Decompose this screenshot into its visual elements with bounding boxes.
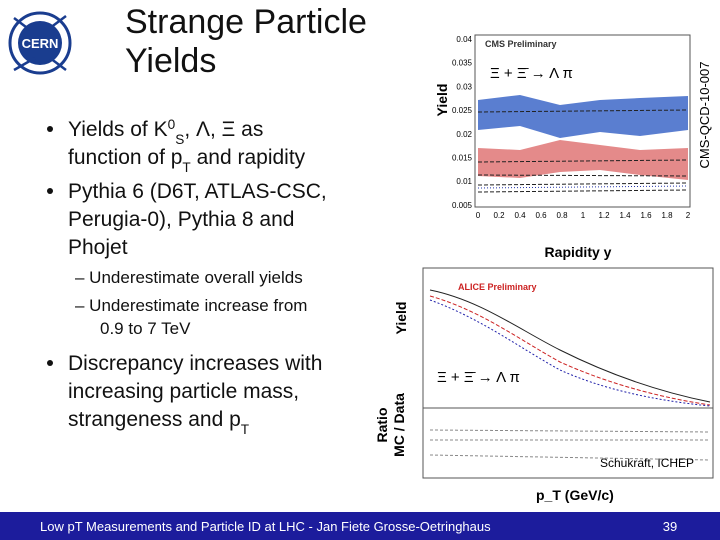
bullet-text: Yields of K0S, Λ, Ξ as [68, 117, 263, 147]
bullet-text: Discrepancy increases with [68, 352, 322, 375]
text-run: 0.9 to 7 TeV [100, 319, 191, 338]
bullet-text: increasing particle mass, [68, 380, 299, 403]
x-tick-label: 0.4 [514, 211, 526, 220]
subscript: T [182, 160, 191, 175]
footer-text: Low pT Measurements and Particle ID at L… [40, 519, 491, 534]
x-tick-label: 0.6 [535, 211, 547, 220]
ratio-label: MC / Data [391, 393, 407, 457]
y-tick-label: 0.035 [452, 59, 473, 68]
y-tick-label: 0.01 [456, 177, 472, 186]
bullet-text: – Underestimate increase from [75, 296, 307, 315]
bottom-plot [422, 267, 714, 479]
y-axis-label: Yield [393, 302, 409, 335]
subscript: T [241, 422, 250, 437]
bullet-text: strangeness and pT [68, 408, 250, 437]
slide-title: Strange Particle [125, 3, 367, 41]
text-run: – Underestimate overall yields [75, 268, 303, 287]
bullet-text: Phojet [68, 236, 128, 259]
side-label: CMS-QCD-10-007 [697, 62, 712, 169]
ratio-label: Ratio [374, 408, 390, 443]
text-run: Pythia 6 (D6T, ATLAS-CSC, [68, 180, 327, 203]
y-tick-label: 0.015 [452, 154, 473, 163]
y-axis-label: Yield [434, 84, 450, 117]
reaction-label: Ξ + Ξ̄ → Λ π [490, 65, 573, 82]
x-tick-label: 0.2 [493, 211, 505, 220]
x-axis-label: p_T (GeV/c) [536, 487, 614, 503]
top-plot [474, 34, 691, 208]
text-run: , Λ, Ξ as [184, 118, 263, 141]
legend-title: ALICE Preliminary [458, 282, 537, 292]
x-tick-label: 0 [476, 211, 481, 220]
text-run: function of p [68, 146, 182, 169]
credit: Schukraft, ICHEP [600, 456, 694, 470]
bullet-text: – Underestimate overall yields [75, 268, 303, 287]
x-axis-label: Rapidity y [545, 244, 612, 260]
bullet-text: 0.9 to 7 TeV [100, 319, 191, 338]
x-tick-label: 2 [686, 211, 691, 220]
bullet-dot [47, 360, 53, 366]
text-run: increasing particle mass, [68, 380, 299, 403]
bullet-text: Pythia 6 (D6T, ATLAS-CSC, [68, 180, 327, 203]
footer-bar [0, 512, 720, 540]
x-tick-label: 1.4 [619, 211, 631, 220]
reaction-label: Ξ + Ξ̄ → Λ π [437, 369, 520, 386]
y-tick-label: 0.005 [452, 201, 473, 210]
text-run: Phojet [68, 236, 128, 259]
y-tick-label: 0.03 [456, 82, 472, 91]
x-tick-label: 1.6 [640, 211, 652, 220]
legend-title: CMS Preliminary [485, 39, 557, 49]
page-number: 39 [663, 519, 677, 534]
bullet-dot [47, 188, 53, 194]
x-tick-label: 1.8 [661, 211, 673, 220]
text-run: and rapidity [191, 146, 306, 169]
x-tick-label: 0.8 [556, 211, 568, 220]
x-tick-label: 1.2 [598, 211, 610, 220]
bullet-dot [47, 126, 53, 132]
y-tick-label: 0.025 [452, 106, 473, 115]
y-tick-label: 0.02 [456, 130, 472, 139]
bullet-text: function of pT and rapidity [68, 146, 306, 175]
supscript: 0 [168, 117, 176, 132]
text-run: – Underestimate increase from [75, 296, 307, 315]
text-run: Perugia-0), Pythia 8 and [68, 208, 294, 231]
text-run: Discrepancy increases with [68, 352, 322, 375]
y-tick-label: 0.04 [456, 35, 472, 44]
x-tick-label: 1 [581, 211, 586, 220]
bullet-text: Perugia-0), Pythia 8 and [68, 208, 294, 231]
cern-logo: CERN [5, 5, 95, 83]
text-run: strangeness and p [68, 408, 241, 431]
slide-title: Yields [125, 42, 216, 80]
text-run: Yields of K [68, 118, 168, 141]
svg-text:CERN: CERN [22, 36, 59, 51]
subscript: S [175, 132, 184, 147]
